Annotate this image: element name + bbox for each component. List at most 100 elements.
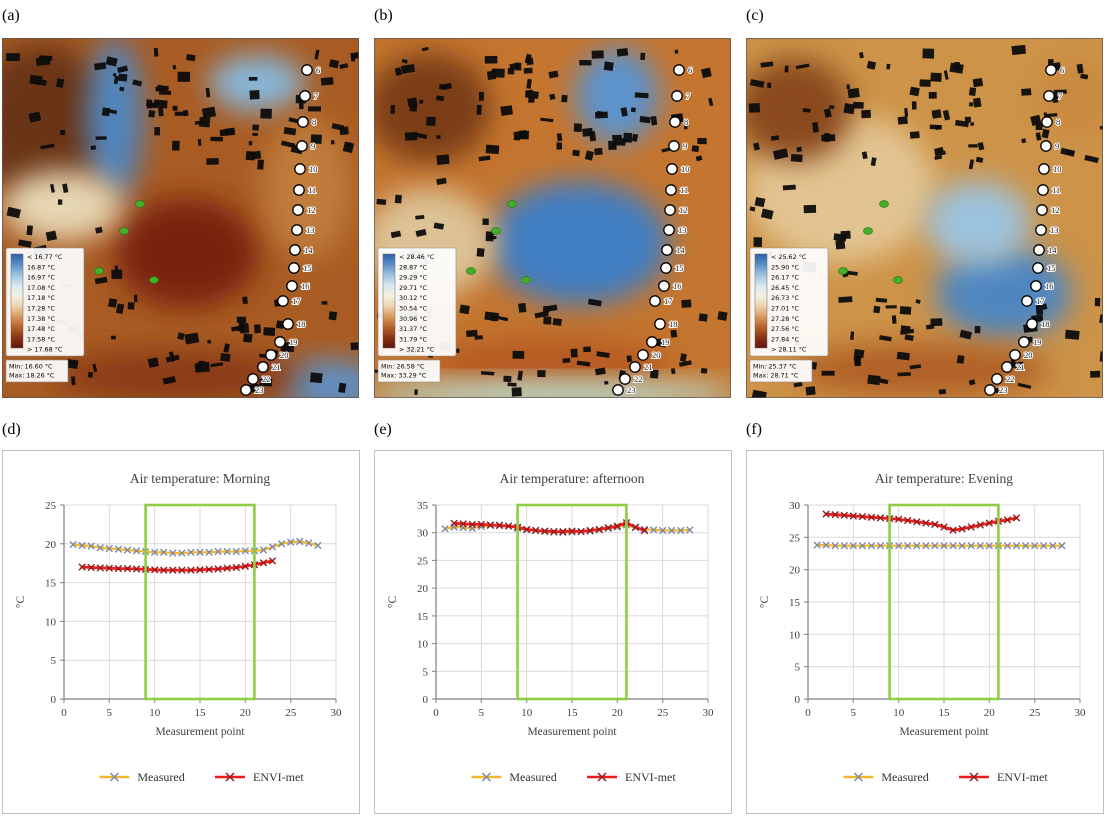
chart-frame-afternoon: Air temperature: afternoon 0 5 10 15 20 25 30 35… (374, 450, 732, 814)
chart-frame-evening: Air temperature: Evening 0 5 10 15 20 25 30 0 5 10… (746, 450, 1104, 814)
svg-text:0: 0 (805, 707, 811, 719)
svg-text:23: 23 (255, 385, 264, 395)
svg-text:19: 19 (1033, 337, 1042, 347)
svg-text:10: 10 (1053, 164, 1062, 174)
svg-text:20: 20 (789, 565, 801, 577)
svg-text:11: 11 (308, 185, 316, 195)
chart-afternoon: Air temperature: afternoon 0 5 10 15 20 25 30 35… (387, 471, 714, 784)
svg-text:20: 20 (45, 539, 57, 551)
svg-text:13: 13 (1050, 225, 1059, 235)
svg-text:17: 17 (292, 296, 301, 306)
svg-text:21: 21 (644, 362, 653, 372)
svg-text:6: 6 (316, 65, 320, 75)
svg-text:7: 7 (314, 91, 318, 101)
svg-text:°C: °C (759, 596, 771, 609)
svg-text:22: 22 (634, 374, 643, 384)
svg-text:25: 25 (657, 707, 669, 719)
svg-text:> 28.11 °C: > 28.11 °C (771, 346, 807, 354)
svg-text:10: 10 (893, 707, 905, 719)
svg-text:27.01 °C: 27.01 °C (771, 305, 800, 313)
svg-text:19: 19 (661, 337, 670, 347)
svg-text:27.56 °C: 27.56 °C (771, 325, 800, 333)
svg-text:31.37 °C: 31.37 °C (399, 325, 428, 333)
svg-text:15: 15 (195, 707, 207, 719)
svg-text:10: 10 (149, 707, 161, 719)
svg-text:9: 9 (1055, 141, 1059, 151)
svg-text:20: 20 (417, 583, 429, 595)
svg-text:21: 21 (1016, 362, 1025, 372)
svg-text:10: 10 (681, 164, 690, 174)
svg-text:5: 5 (107, 707, 113, 719)
svg-text:30: 30 (331, 707, 343, 719)
panel-label-b: (b) (374, 7, 393, 24)
svg-text:0: 0 (795, 694, 801, 706)
svg-text:9: 9 (311, 141, 315, 151)
svg-text:27.28 °C: 27.28 °C (771, 315, 800, 323)
svg-text:20: 20 (612, 707, 624, 719)
svg-text:16: 16 (673, 281, 682, 291)
chart-panel-f: (f) Air temperature: Evening 0 5 10 15 20 25 30… (746, 420, 1104, 814)
svg-text:Measured: Measured (509, 770, 556, 784)
svg-text:Min: 26.58 °C: Min: 26.58 °C (381, 363, 425, 371)
map-panel-a: (a) 6 7 8 9 10 11 12 13 14 15 16 17 18 19 20 21 22 23 < 16… (2, 6, 359, 398)
svg-text:ENVI-met: ENVI-met (253, 770, 304, 784)
svg-text:17: 17 (664, 296, 673, 306)
svg-text:Air temperature: afternoon: Air temperature: afternoon (500, 471, 645, 486)
svg-text:17.18 °C: 17.18 °C (27, 294, 56, 302)
svg-text:Measured: Measured (881, 770, 928, 784)
svg-text:15: 15 (303, 263, 312, 273)
svg-text:10: 10 (417, 639, 429, 651)
svg-text:17.58 °C: 17.58 °C (27, 335, 56, 343)
svg-text:12: 12 (679, 205, 688, 215)
svg-text:10: 10 (789, 629, 801, 641)
svg-text:Min: 25.37 °C: Min: 25.37 °C (753, 363, 797, 371)
svg-text:20: 20 (652, 350, 661, 360)
svg-text:0: 0 (423, 694, 429, 706)
svg-text:Max: 18.26 °C: Max: 18.26 °C (9, 372, 55, 380)
svg-text:16: 16 (1045, 281, 1054, 291)
svg-text:13: 13 (306, 225, 315, 235)
svg-text:17.08 °C: 17.08 °C (27, 284, 56, 292)
svg-text:ENVI-met: ENVI-met (997, 770, 1048, 784)
svg-text:15: 15 (45, 578, 57, 590)
svg-text:20: 20 (1024, 350, 1033, 360)
svg-text:26.73 °C: 26.73 °C (771, 294, 800, 302)
svg-text:19: 19 (289, 337, 298, 347)
chart-panel-d: (d) Air temperature: Morning 0 5 10 15 20 25 0 5… (2, 420, 360, 814)
svg-text:15: 15 (939, 707, 951, 719)
svg-text:< 16.77 °C: < 16.77 °C (27, 253, 63, 261)
svg-text:14: 14 (1048, 245, 1057, 255)
svg-text:ENVI-met: ENVI-met (625, 770, 676, 784)
svg-text:15: 15 (1047, 263, 1056, 273)
panel-label-d: (d) (2, 421, 21, 438)
svg-text:6: 6 (1060, 65, 1064, 75)
svg-text:Min: 16.60 °C: Min: 16.60 °C (9, 363, 53, 371)
svg-text:30.12 °C: 30.12 °C (399, 294, 428, 302)
svg-text:25: 25 (45, 500, 57, 512)
svg-text:23: 23 (999, 385, 1008, 395)
svg-text:14: 14 (676, 245, 685, 255)
panel-label-f: (f) (746, 421, 762, 438)
svg-text:Measured: Measured (137, 770, 184, 784)
svg-text:5: 5 (795, 662, 801, 674)
svg-text:26.17 °C: 26.17 °C (771, 274, 800, 282)
svg-text:< 28.46 °C: < 28.46 °C (399, 253, 435, 261)
svg-text:> 32.21 °C: > 32.21 °C (399, 346, 435, 354)
svg-text:11: 11 (1052, 185, 1060, 195)
svg-text:Measurement point: Measurement point (155, 726, 245, 738)
svg-text:18: 18 (297, 319, 306, 329)
svg-text:16.97 °C: 16.97 °C (27, 274, 56, 282)
panel-label-a: (a) (2, 7, 20, 24)
svg-text:Air temperature: Evening: Air temperature: Evening (875, 471, 1013, 486)
svg-text:16.87 °C: 16.87 °C (27, 263, 56, 271)
svg-text:8: 8 (312, 117, 316, 127)
svg-text:25.90 °C: 25.90 °C (771, 263, 800, 271)
svg-text:22: 22 (1006, 374, 1015, 384)
svg-text:16: 16 (301, 281, 310, 291)
svg-text:5: 5 (423, 666, 429, 678)
svg-text:10: 10 (45, 616, 57, 628)
svg-text:10: 10 (309, 164, 318, 174)
svg-text:30: 30 (417, 528, 429, 540)
